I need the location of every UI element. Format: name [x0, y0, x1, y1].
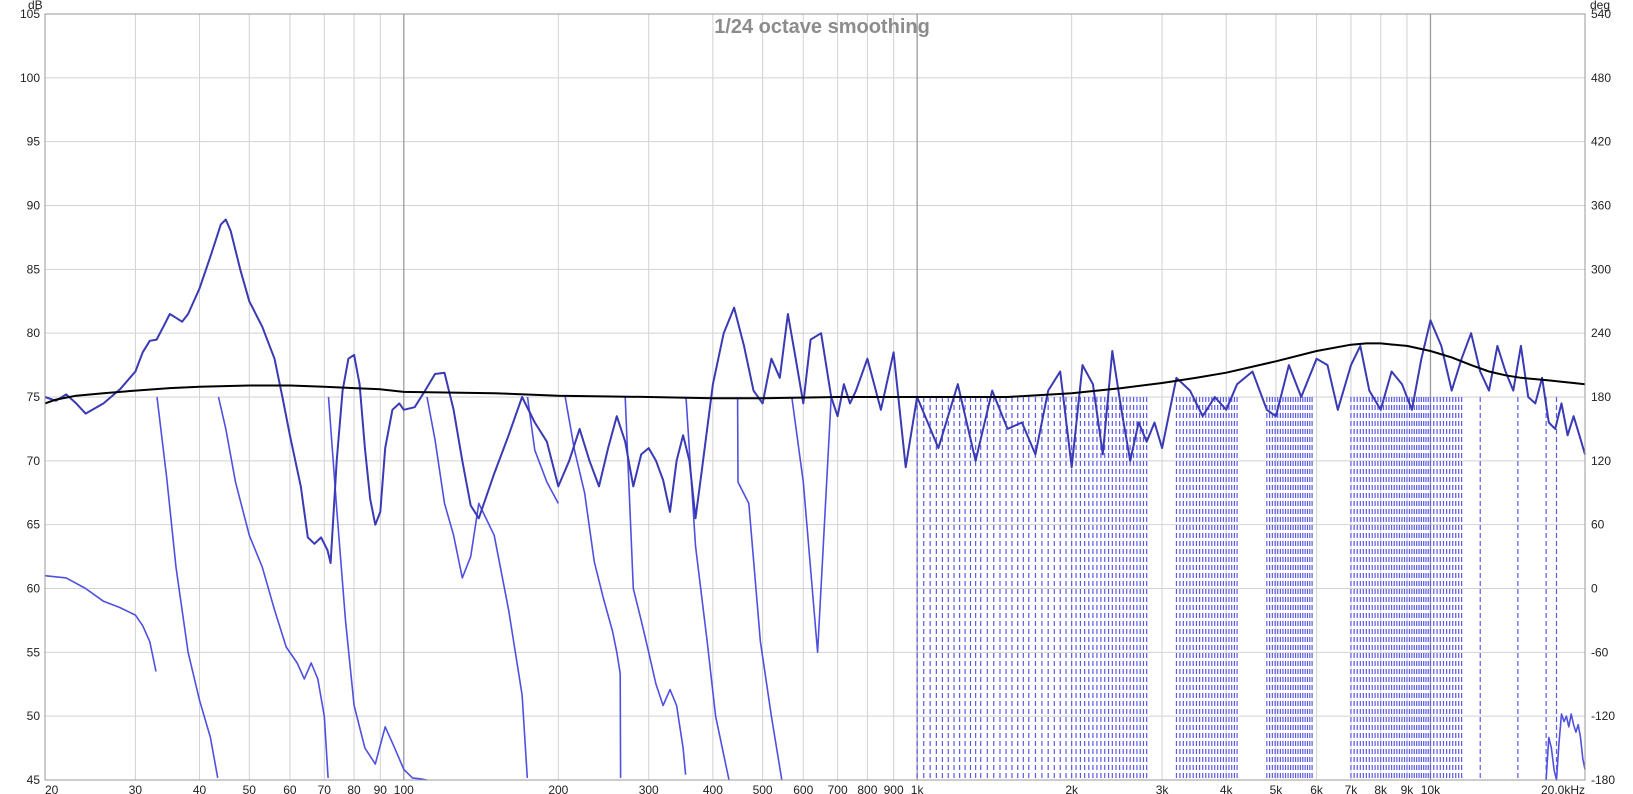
- y-tick-label: 70: [27, 454, 41, 468]
- y2-tick-label: 60: [1591, 518, 1605, 532]
- y2-tick-label: 120: [1591, 454, 1611, 468]
- phase-curve: [564, 396, 622, 778]
- y2-tick-label: -120: [1591, 709, 1615, 723]
- plot-frame: [44, 13, 1586, 781]
- y-tick-label: 105: [20, 7, 40, 21]
- x-tick-label: 10k: [1421, 783, 1441, 794]
- right-axis-unit: deg: [1590, 0, 1610, 12]
- x-tick-label: 5k: [1270, 783, 1284, 794]
- grid-lines: [44, 13, 1586, 781]
- series-layer: [44, 218, 1586, 781]
- left-axis-ticks: 45 50 55 60 65 70 75 80 85 90 95 100 105: [20, 7, 40, 787]
- y-tick-label: 55: [27, 645, 41, 659]
- y-tick-label: 85: [27, 262, 41, 276]
- x-tick-label: 700: [828, 783, 848, 794]
- x-tick-label: 3k: [1156, 783, 1170, 794]
- y2-tick-label: -180: [1591, 773, 1615, 787]
- y-tick-label: 75: [27, 390, 41, 404]
- y2-tick-label: 180: [1591, 390, 1611, 404]
- y2-tick-label: 480: [1591, 71, 1611, 85]
- phase-curve: [217, 396, 329, 778]
- phase-curve: [526, 396, 560, 504]
- y2-tick-label: 360: [1591, 199, 1611, 213]
- x-tick-label: 20,0kHz: [1541, 783, 1585, 794]
- x-tick-label: 70: [318, 783, 332, 794]
- x-tick-label: 40: [193, 783, 207, 794]
- y2-tick-label: -60: [1591, 645, 1609, 659]
- x-tick-label: 200: [548, 783, 568, 794]
- x-tick-label: 400: [703, 783, 723, 794]
- x-tick-label: 20: [45, 783, 59, 794]
- phase-curve-tail: [1545, 713, 1586, 781]
- y2-tick-label: 240: [1591, 326, 1611, 340]
- x-tick-label: 100: [394, 783, 414, 794]
- phase-curve: [791, 396, 832, 654]
- left-axis-unit: dB: [28, 0, 43, 12]
- x-tick-label: 4k: [1220, 783, 1234, 794]
- x-tick-label: 8k: [1374, 783, 1388, 794]
- y2-tick-label: 540: [1591, 7, 1611, 21]
- chart-title: 1/24 octave smoothing: [714, 16, 930, 38]
- phase-curve: [624, 396, 687, 775]
- phase-curve: [156, 396, 219, 779]
- y-tick-label: 65: [27, 518, 41, 532]
- phase-curve: [44, 574, 157, 672]
- y-tick-label: 80: [27, 326, 41, 340]
- y2-tick-label: 0: [1591, 582, 1598, 596]
- x-tick-label: 2k: [1065, 783, 1079, 794]
- x-axis-ticks: 20 30 40 50 60 70 80 90 100 200 300 400 500 600 700 800…: [45, 783, 1585, 794]
- y2-tick-label: 420: [1591, 135, 1611, 149]
- x-tick-label: 500: [753, 783, 773, 794]
- x-tick-label: 80: [347, 783, 361, 794]
- x-tick-label: 6k: [1310, 783, 1324, 794]
- reference-curve: [44, 342, 1586, 405]
- phase-curve: [327, 396, 427, 781]
- x-tick-label: 7k: [1345, 783, 1359, 794]
- x-tick-label: 90: [374, 783, 388, 794]
- x-tick-label: 9k: [1401, 783, 1415, 794]
- y-tick-label: 45: [27, 773, 41, 787]
- magnitude-curve: [44, 218, 1586, 564]
- x-tick-label: 60: [283, 783, 297, 794]
- y-tick-label: 60: [27, 582, 41, 596]
- x-tick-label: 300: [639, 783, 659, 794]
- x-tick-label: 30: [129, 783, 143, 794]
- y-tick-label: 100: [20, 71, 40, 85]
- phase-curve: [426, 396, 529, 778]
- x-tick-label: 1k: [911, 783, 925, 794]
- x-tick-label: 50: [243, 783, 257, 794]
- y-tick-label: 95: [27, 135, 41, 149]
- x-tick-label: 600: [793, 783, 813, 794]
- phase-curve: [736, 396, 783, 781]
- y-tick-label: 90: [27, 199, 41, 213]
- x-tick-label: 800: [857, 783, 877, 794]
- y2-tick-label: 300: [1591, 262, 1611, 276]
- x-tick-label: 900: [884, 783, 904, 794]
- y-tick-label: 50: [27, 709, 41, 723]
- right-axis-ticks: -180 -120 -60 0 60 120 180 240 300 360 420 480 540: [1591, 7, 1615, 787]
